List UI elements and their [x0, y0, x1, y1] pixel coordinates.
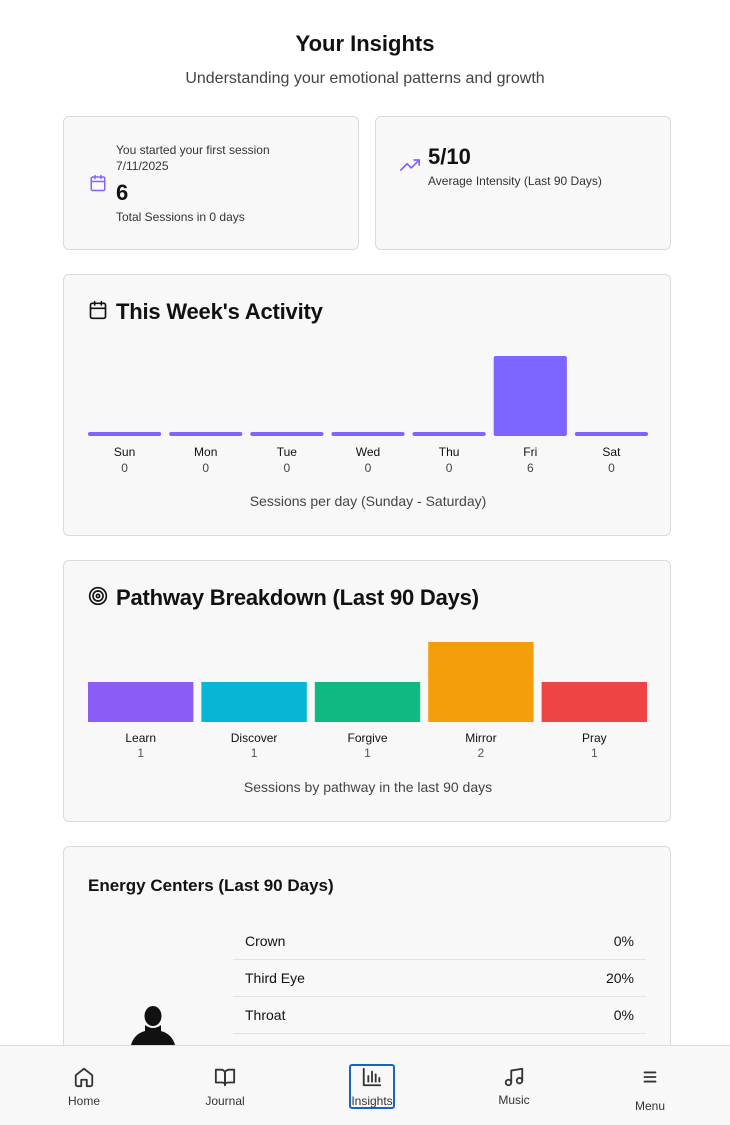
- weekly-activity-title: This Week's Activity: [116, 299, 323, 324]
- pathway-value: 1: [591, 746, 598, 760]
- page-subtitle: Understanding your emotional patterns an…: [185, 70, 545, 87]
- pathway-bar: [314, 682, 421, 722]
- total-sessions-label: Total Sessions in 0 days: [116, 210, 245, 224]
- pathway-label: Mirror: [465, 731, 496, 745]
- activity-bar: [88, 432, 162, 436]
- target-icon: [88, 586, 108, 611]
- activity-day-value: 0: [365, 461, 372, 475]
- pathway-breakdown-caption: Sessions by pathway in the last 90 days: [243, 779, 493, 795]
- book-icon: [214, 1068, 236, 1087]
- music-icon: [504, 1067, 524, 1087]
- trending-up-icon: [400, 155, 420, 180]
- pathway-value: 2: [478, 746, 485, 760]
- activity-day-label: Mon: [194, 445, 217, 459]
- activity-day-label: Fri: [523, 445, 537, 459]
- activity-day-label: Wed: [356, 445, 380, 459]
- activity-day-value: 0: [121, 461, 128, 475]
- energy-row-crown: Crown 0%: [233, 923, 646, 960]
- activity-day-label: Tue: [277, 445, 298, 459]
- weekly-activity-chart: Sun 0 Mon 0 Tue 0 Wed 0 Thu 0 Fri 6 Sat 0: [88, 356, 648, 475]
- pathway-bar: [88, 682, 194, 722]
- first-session-date: 7/11/2025: [116, 159, 169, 173]
- activity-day-value: 6: [527, 461, 534, 475]
- nav-label: Home: [67, 1094, 100, 1108]
- activity-day-label: Sun: [114, 445, 135, 459]
- energy-centers-title: Energy Centers (Last 90 Days): [88, 876, 334, 895]
- energy-row-name: Crown: [245, 933, 286, 949]
- page-title: Your Insights: [295, 31, 435, 56]
- weekly-activity-card: This Week's Activity Sun 0 Mon 0 Tue 0 Wed 0 Thu…: [63, 274, 671, 536]
- activity-day-value: 0: [284, 461, 291, 475]
- calendar-icon: [88, 300, 108, 325]
- pathway-value: 1: [137, 746, 144, 760]
- nav-item-music[interactable]: Music: [464, 1046, 564, 1125]
- menu-icon: [643, 1071, 657, 1083]
- nav-item-menu[interactable]: Menu: [600, 1046, 700, 1125]
- activity-day-value: 0: [202, 461, 209, 475]
- total-sessions-card: You started your first session 7/11/2025…: [63, 116, 359, 250]
- energy-row-value: 0%: [613, 933, 634, 949]
- energy-centers-table: Crown 0% Third Eye 20% Throat 0%: [233, 923, 646, 1034]
- pathway-bar: [541, 682, 647, 722]
- pathway-label: Forgive: [347, 731, 387, 745]
- first-session-note: You started your first session 7/11/2025: [116, 142, 346, 174]
- energy-row-name: Third Eye: [245, 970, 305, 986]
- nav-item-insights[interactable]: Insights: [322, 1046, 422, 1125]
- pathway-breakdown-title: Pathway Breakdown (Last 90 Days): [116, 585, 479, 610]
- pathway-label: Discover: [231, 731, 278, 745]
- energy-row-value: 0%: [613, 1007, 634, 1023]
- average-intensity-card: 5/10 Average Intensity (Last 90 Days): [375, 116, 671, 250]
- total-sessions-value: 6: [116, 180, 129, 205]
- nav-label: Music: [498, 1093, 530, 1107]
- home-icon: [74, 1067, 94, 1088]
- nav-active-indicator: [349, 1064, 395, 1109]
- activity-bar: [331, 432, 405, 436]
- activity-bar: [169, 432, 243, 436]
- first-session-text: You started your first session: [116, 143, 270, 157]
- energy-row-throat: Throat 0%: [233, 997, 646, 1034]
- nav-label: Insights: [351, 1094, 393, 1108]
- activity-day-value: 0: [446, 461, 453, 475]
- pathway-bar: [428, 642, 534, 722]
- pathway-label: Learn: [125, 731, 156, 745]
- activity-bar: [493, 356, 567, 436]
- calendar-icon: [89, 174, 107, 197]
- bottom-nav: Home Journal Insights Music Menu: [0, 1045, 730, 1125]
- pathway-breakdown-card: Pathway Breakdown (Last 90 Days) Learn 1 D…: [63, 560, 671, 822]
- nav-label: Journal: [205, 1094, 245, 1108]
- pathway-value: 1: [364, 746, 371, 760]
- pathway-breakdown-header: Pathway Breakdown (Last 90 Days): [88, 585, 479, 611]
- average-intensity-value: 5/10: [428, 144, 471, 169]
- nav-item-home[interactable]: Home: [34, 1046, 134, 1125]
- energy-row-third-eye: Third Eye 20%: [233, 960, 646, 997]
- weekly-activity-caption: Sessions per day (Sunday - Saturday): [249, 493, 487, 509]
- activity-day-label: Thu: [439, 445, 460, 459]
- activity-bar: [574, 432, 648, 436]
- average-intensity-label: Average Intensity (Last 90 Days): [428, 174, 602, 188]
- energy-row-value: 20%: [605, 970, 634, 986]
- nav-label: Menu: [634, 1099, 666, 1113]
- bar-chart-icon: [362, 1067, 382, 1087]
- person-silhouette-icon: [130, 1005, 176, 1056]
- weekly-activity-header: This Week's Activity: [88, 299, 323, 325]
- nav-item-journal[interactable]: Journal: [175, 1046, 275, 1125]
- pathway-bar: [201, 682, 307, 722]
- activity-day-value: 0: [608, 461, 615, 475]
- energy-row-name: Throat: [245, 1007, 286, 1023]
- pathway-label: Pray: [582, 731, 607, 745]
- activity-bar: [250, 432, 324, 436]
- pathway-value: 1: [251, 746, 258, 760]
- activity-bar: [412, 432, 486, 436]
- activity-day-label: Sat: [602, 445, 621, 459]
